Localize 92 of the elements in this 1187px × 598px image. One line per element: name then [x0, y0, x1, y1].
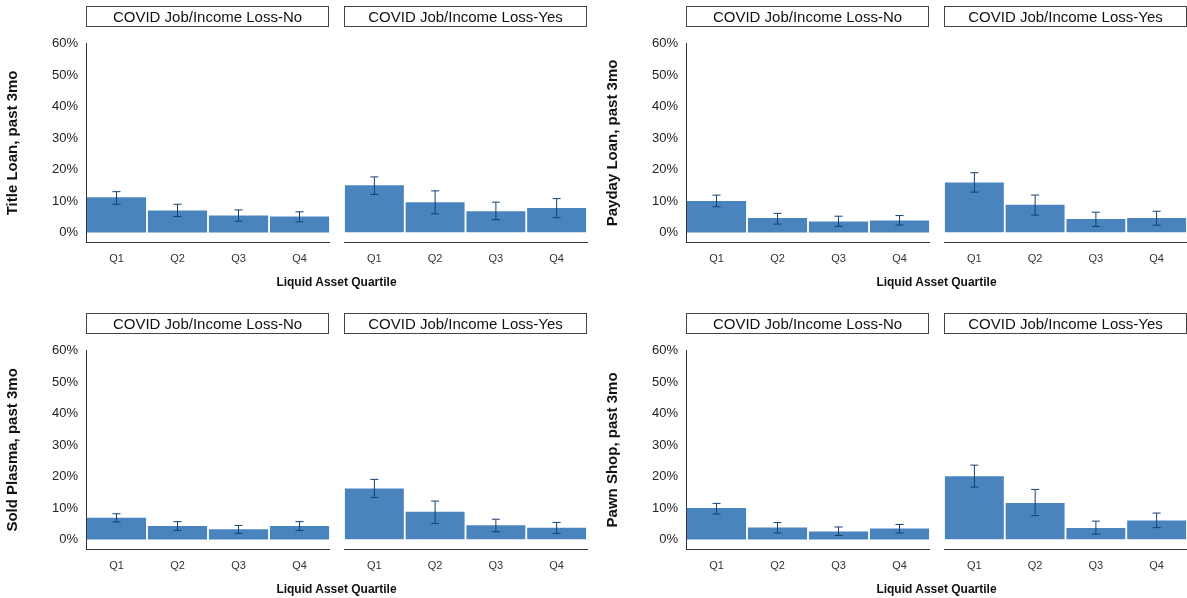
- chart-title: COVID Job/Income Loss-Yes: [944, 313, 1187, 334]
- bar: [944, 476, 1004, 540]
- x-tick-label: Q4: [549, 558, 564, 571]
- x-tick-label: Q3: [831, 251, 846, 264]
- x-tick-label: Q1: [109, 558, 124, 571]
- y-tick-label: 40%: [651, 405, 679, 421]
- x-tick-label: Q2: [170, 251, 185, 264]
- y-tick-label: 10%: [51, 192, 79, 208]
- y-tick-label: 60%: [51, 342, 79, 358]
- x-tick-label: Q4: [1149, 558, 1164, 571]
- x-tick-label: Q2: [427, 251, 443, 264]
- x-tick-label: Q3: [488, 558, 504, 571]
- x-tick-label: Q2: [770, 558, 785, 571]
- x-tick-label: Q2: [770, 251, 785, 264]
- y-axis-title: Payday Loan, past 3mo: [603, 59, 621, 227]
- y-axis-title: Title Loan, past 3mo: [3, 70, 21, 216]
- bar: [808, 531, 869, 540]
- y-tick-label: 10%: [51, 499, 79, 515]
- y-axis-title: Pawn Shop, past 3mo: [603, 372, 621, 528]
- y-tick-label: 60%: [51, 35, 79, 51]
- x-axis-title: Liquid Asset Quartile: [875, 275, 998, 289]
- y-tick-label: 0%: [659, 531, 679, 547]
- x-tick-label: Q1: [109, 251, 124, 264]
- bar: [344, 185, 404, 233]
- bar: [269, 216, 330, 233]
- x-tick-label: Q3: [488, 251, 504, 264]
- x-tick-label: Q4: [292, 251, 307, 264]
- y-tick-label: 60%: [651, 342, 679, 358]
- bar: [86, 197, 147, 233]
- y-tick-label: 0%: [59, 531, 79, 547]
- y-tick-label: 20%: [51, 161, 79, 177]
- y-tick-label: 10%: [651, 192, 679, 208]
- bar: [527, 208, 587, 233]
- y-tick-label: 40%: [51, 98, 79, 114]
- x-axis-title: Liquid Asset Quartile: [875, 582, 998, 596]
- y-tick-label: 0%: [59, 224, 79, 240]
- chart-title: COVID Job/Income Loss-No: [86, 6, 329, 27]
- x-tick-label: Q1: [709, 251, 724, 264]
- chart-title: COVID Job/Income Loss-Yes: [344, 6, 587, 27]
- bar: [869, 528, 930, 540]
- x-tick-label: Q4: [1149, 251, 1164, 264]
- x-tick-label: Q3: [231, 251, 246, 264]
- x-tick-label: Q4: [892, 558, 907, 571]
- bar: [686, 508, 747, 540]
- y-tick-label: 20%: [51, 468, 79, 484]
- chart-title: COVID Job/Income Loss-No: [686, 6, 929, 27]
- chart-title: COVID Job/Income Loss-No: [686, 313, 929, 334]
- y-tick-label: 50%: [651, 66, 679, 82]
- x-tick-label: Q3: [831, 558, 846, 571]
- y-tick-label: 10%: [651, 499, 679, 515]
- bar: [1127, 520, 1187, 540]
- bar: [1127, 218, 1187, 233]
- x-tick-label: Q2: [427, 558, 443, 571]
- y-tick-label: 50%: [51, 66, 79, 82]
- x-tick-label: Q1: [967, 251, 982, 264]
- bar: [147, 210, 208, 233]
- x-axis-title: Liquid Asset Quartile: [275, 582, 398, 596]
- x-tick-label: Q1: [709, 558, 724, 571]
- x-tick-label: Q4: [292, 558, 307, 571]
- y-tick-label: 30%: [651, 129, 679, 145]
- x-tick-label: Q4: [892, 251, 907, 264]
- bar: [747, 527, 808, 540]
- x-axis-title: Liquid Asset Quartile: [275, 275, 398, 289]
- y-tick-label: 30%: [651, 436, 679, 452]
- bar: [527, 527, 587, 540]
- x-tick-label: Q2: [1027, 251, 1043, 264]
- y-tick-label: 30%: [51, 129, 79, 145]
- y-tick-label: 50%: [51, 373, 79, 389]
- chart-title: COVID Job/Income Loss-No: [86, 313, 329, 334]
- chart-title: COVID Job/Income Loss-Yes: [944, 6, 1187, 27]
- x-tick-label: Q1: [367, 251, 382, 264]
- x-tick-label: Q1: [367, 558, 382, 571]
- y-tick-label: 50%: [651, 373, 679, 389]
- y-tick-label: 40%: [51, 405, 79, 421]
- bar: [944, 182, 1004, 233]
- x-tick-label: Q1: [967, 558, 982, 571]
- bar: [208, 215, 269, 233]
- y-tick-label: 20%: [651, 161, 679, 177]
- x-tick-label: Q3: [1088, 558, 1104, 571]
- y-tick-label: 30%: [51, 436, 79, 452]
- y-axis-title: Sold Plasma, past 3mo: [3, 368, 21, 532]
- x-tick-label: Q2: [1027, 558, 1043, 571]
- x-tick-label: Q3: [1088, 251, 1104, 264]
- y-tick-label: 60%: [651, 35, 679, 51]
- x-tick-label: Q2: [170, 558, 185, 571]
- x-tick-label: Q4: [549, 251, 564, 264]
- bar: [344, 488, 404, 540]
- chart-title: COVID Job/Income Loss-Yes: [344, 313, 587, 334]
- y-tick-label: 40%: [651, 98, 679, 114]
- y-tick-label: 20%: [651, 468, 679, 484]
- x-tick-label: Q3: [231, 558, 246, 571]
- y-tick-label: 0%: [659, 224, 679, 240]
